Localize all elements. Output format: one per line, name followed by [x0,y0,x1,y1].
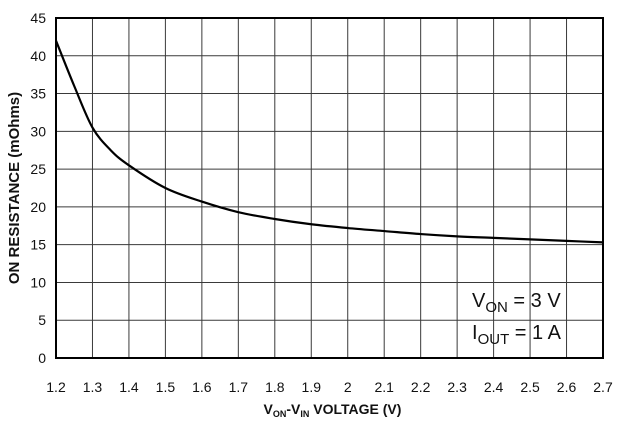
x-tick-label: 2 [344,379,352,395]
y-tick-label: 35 [30,86,46,102]
y-tick-label: 40 [30,48,46,64]
x-tick-label: 1.4 [119,379,139,395]
x-axis-label-main: V [264,401,274,417]
grid [55,17,604,359]
x-axis-label: VON-VIN VOLTAGE (V) [264,401,402,419]
y-tick-label: 15 [30,237,46,253]
plot-frame [55,17,604,359]
annotation-von-sub: ON [485,299,508,316]
x-axis-label-sub2: IN [300,409,309,419]
x-tick-label: 1.7 [229,379,249,395]
annotation-iout-tail: = 1 A [509,322,561,344]
x-tick-label: 2.7 [593,379,613,395]
y-tick-label: 10 [30,274,46,290]
x-tick-labels: 1.2 1.3 1.4 1.5 1.6 1.7 1.8 1.9 2 2.1 2.2 2.3 2.4 2.5… [46,379,613,395]
x-axis-label-sub1: ON [273,409,287,419]
annotation-von: VON = 3 V [472,290,561,316]
x-axis-label-mid: -V [286,401,301,417]
annotation-iout-sub: OUT [478,331,510,348]
x-tick-label: 2.1 [374,379,394,395]
y-tick-label: 5 [38,312,46,328]
annotation-von-tail: = 3 V [508,290,561,312]
annotation-von-main: V [472,290,486,312]
y-tick-labels: 0 5 10 15 20 25 30 35 40 45 [30,10,46,366]
x-tick-label: 2.4 [484,379,504,395]
y-tick-label: 25 [30,161,46,177]
x-tick-label: 1.2 [46,379,66,395]
annotation-iout-main: I [472,322,478,344]
annotation-iout: IOUT = 1 A [472,322,562,348]
x-tick-label: 1.8 [265,379,285,395]
y-tick-label: 0 [38,350,46,366]
x-axis-label-tail: VOLTAGE (V) [309,401,401,417]
x-tick-label: 2.5 [520,379,540,395]
y-tick-label: 30 [30,123,46,139]
x-tick-label: 1.5 [156,379,176,395]
x-tick-label: 2.2 [411,379,431,395]
x-tick-label: 1.9 [302,379,322,395]
x-tick-label: 2.6 [557,379,577,395]
y-tick-label: 45 [30,10,46,26]
x-tick-label: 2.3 [447,379,467,395]
x-tick-label: 1.3 [83,379,103,395]
series-line [54,40,604,244]
y-axis-label: ON RESISTANCE (mOhms) [6,92,23,284]
y-tick-label: 20 [30,199,46,215]
x-tick-label: 1.6 [192,379,212,395]
